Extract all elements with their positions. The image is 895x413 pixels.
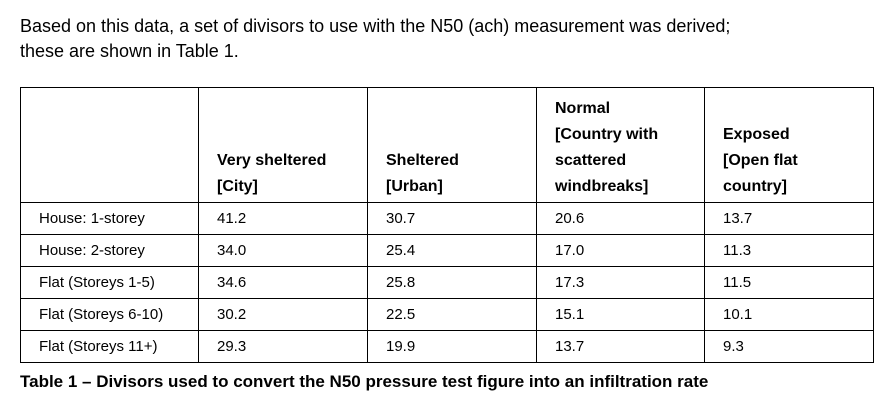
value-cell: 41.2 bbox=[198, 202, 368, 235]
header-line: Sheltered bbox=[386, 152, 459, 169]
row-label: Flat (Storeys 1-5) bbox=[20, 266, 199, 299]
value-cell: 19.9 bbox=[367, 330, 537, 363]
value-cell: 13.7 bbox=[704, 202, 874, 235]
row-label: Flat (Storeys 11+) bbox=[20, 330, 199, 363]
header-row: Very sheltered [City] Sheltered [Urban] Norm… bbox=[20, 87, 874, 203]
value-cell: 25.4 bbox=[367, 234, 537, 267]
header-line: [Urban] bbox=[386, 178, 443, 195]
header-line: Exposed bbox=[723, 126, 790, 143]
table-row: Flat (Storeys 11+) 29.3 19.9 13.7 9.3 bbox=[20, 330, 874, 363]
table-row: House: 1-storey 41.2 30.7 20.6 13.7 bbox=[20, 202, 874, 235]
header-cell: Sheltered [Urban] bbox=[367, 87, 537, 203]
header-line: [City] bbox=[217, 178, 258, 195]
header-cell bbox=[20, 87, 199, 203]
paragraph: Based on this data, a set of divisors to… bbox=[20, 14, 730, 64]
value-cell: 34.0 bbox=[198, 234, 368, 267]
header-cell: Exposed [Open flat country] bbox=[704, 87, 874, 203]
value-cell: 11.5 bbox=[704, 266, 874, 299]
row-label: Flat (Storeys 6-10) bbox=[20, 298, 199, 331]
header-line: Normal bbox=[555, 100, 611, 117]
header-line: windbreaks] bbox=[555, 178, 649, 195]
value-cell: 15.1 bbox=[536, 298, 705, 331]
value-cell: 29.3 bbox=[198, 330, 368, 363]
header-line: country] bbox=[723, 178, 787, 195]
header-line: scattered bbox=[555, 152, 627, 169]
table-body: House: 1-storey 41.2 30.7 20.6 13.7 House: 2-… bbox=[20, 202, 874, 363]
table-row: Flat (Storeys 6-10) 30.2 22.5 15.1 10.1 bbox=[20, 298, 874, 331]
value-cell: 22.5 bbox=[367, 298, 537, 331]
row-label: House: 1-storey bbox=[20, 202, 199, 235]
value-cell: 9.3 bbox=[704, 330, 874, 363]
value-cell: 13.7 bbox=[536, 330, 705, 363]
value-cell: 17.3 bbox=[536, 266, 705, 299]
value-cell: 34.6 bbox=[198, 266, 368, 299]
divisor-table: Very sheltered [City] Sheltered [Urban] Norm… bbox=[20, 87, 874, 363]
header-line: [Open flat bbox=[723, 152, 798, 169]
header-line: [Country with bbox=[555, 126, 659, 143]
value-cell: 11.3 bbox=[704, 234, 874, 267]
value-cell: 10.1 bbox=[704, 298, 874, 331]
header-line: Very sheltered bbox=[217, 152, 327, 169]
paragraph-line: Based on this data, a set of divisors to… bbox=[20, 16, 731, 36]
value-cell: 30.7 bbox=[367, 202, 537, 235]
header-cell: Very sheltered [City] bbox=[198, 87, 368, 203]
value-cell: 30.2 bbox=[198, 298, 368, 331]
value-cell: 20.6 bbox=[536, 202, 705, 235]
value-cell: 25.8 bbox=[367, 266, 537, 299]
value-cell: 17.0 bbox=[536, 234, 705, 267]
table-caption: Table 1 – Divisors used to convert the N… bbox=[20, 372, 709, 391]
header-cell: Normal [Country with scattered windbreaks] bbox=[536, 87, 705, 203]
table-row: House: 2-storey 34.0 25.4 17.0 11.3 bbox=[20, 234, 874, 267]
table-row: Flat (Storeys 1-5) 34.6 25.8 17.3 11.5 bbox=[20, 266, 874, 299]
paragraph-line: these are shown in Table 1. bbox=[20, 41, 239, 61]
row-label: House: 2-storey bbox=[20, 234, 199, 267]
